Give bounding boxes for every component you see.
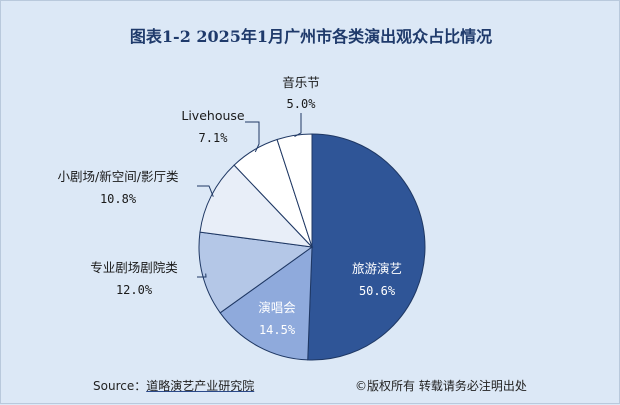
slice-label: 演唱会 bbox=[258, 300, 296, 315]
slice-label: 旅游演艺 bbox=[352, 261, 402, 276]
slice-label: 小剧场/新空间/影厅类 bbox=[58, 169, 179, 184]
chart-title: 图表1-2 2025年1月广州市各类演出观众占比情况 bbox=[129, 27, 493, 46]
slice-label: 专业剧场剧院类 bbox=[90, 260, 178, 275]
leader-line bbox=[197, 273, 207, 278]
pie-slice bbox=[199, 164, 314, 248]
leader-line bbox=[294, 113, 302, 137]
slice-value-label: 50.6% bbox=[359, 284, 396, 298]
source-org: 道略演艺产业研究院 bbox=[146, 379, 255, 393]
slice-value-label: 12.0% bbox=[116, 283, 153, 297]
slice-value-label: 5.0% bbox=[287, 97, 317, 111]
slice-label: 音乐节 bbox=[282, 75, 320, 90]
slice-value-label: 10.8% bbox=[100, 192, 137, 206]
source-credit: Source：道略演艺产业研究院 bbox=[93, 377, 254, 394]
copyright-notice: ©版权所有 转载请务必注明出处 bbox=[355, 379, 527, 393]
source-prefix: Source： bbox=[93, 379, 147, 393]
slice-value-label: 7.1% bbox=[199, 131, 229, 145]
pie-slice bbox=[307, 133, 426, 361]
slice-value-label: 14.5% bbox=[259, 323, 296, 337]
leader-line bbox=[197, 185, 214, 197]
pie-slice bbox=[198, 231, 314, 314]
pie-slice bbox=[276, 133, 313, 248]
pie-slice bbox=[219, 245, 313, 361]
slice-label: Livehouse bbox=[181, 108, 245, 123]
leader-line bbox=[245, 121, 260, 153]
